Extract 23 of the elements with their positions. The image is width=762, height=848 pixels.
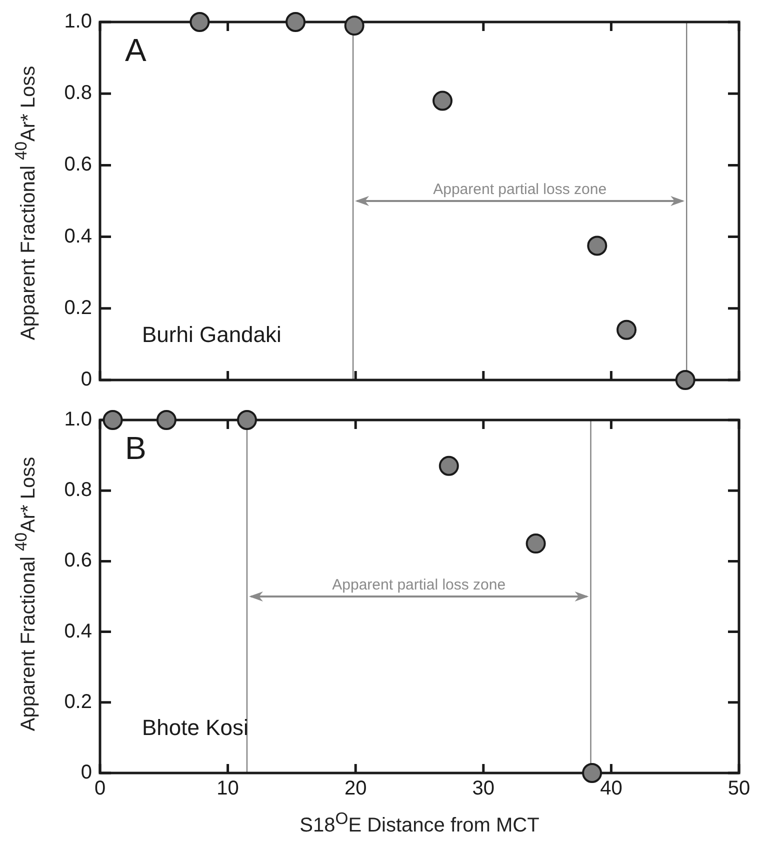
x-tick-label: 40 [600,778,622,800]
y-tick-label: 1.0 [64,10,92,33]
y-tick-label: 0.8 [64,479,92,502]
y-tick-label: 0 [80,762,92,784]
y-tick-label: 0.4 [64,225,92,248]
y-tick-label: 1.0 [64,408,92,431]
x-tick-label: 10 [216,778,239,800]
chart-title: B [125,430,146,466]
y-tick-label: 0.8 [64,82,92,104]
y-tick-label: 0.2 [64,690,92,713]
x-tick-label: 30 [472,778,495,800]
x-tick-label: 50 [728,778,750,800]
y-tick-label: 0.4 [64,620,92,642]
y-tick-label: 0 [80,368,92,391]
x-axis-title: S18$^{O}$E Distance from MCT [300,809,540,838]
annotation: Apparent partial loss zone [332,576,506,594]
y-tick-label: 0.6 [64,550,92,572]
annotation: Apparent partial loss zone [433,181,607,198]
x-tick-label: 20 [344,778,367,800]
y-tick-label: 0.6 [64,154,92,176]
chart-title: A [125,32,147,68]
y-tick-label: 0.2 [64,296,92,319]
annotation: Burhi Gandaki [142,322,282,347]
